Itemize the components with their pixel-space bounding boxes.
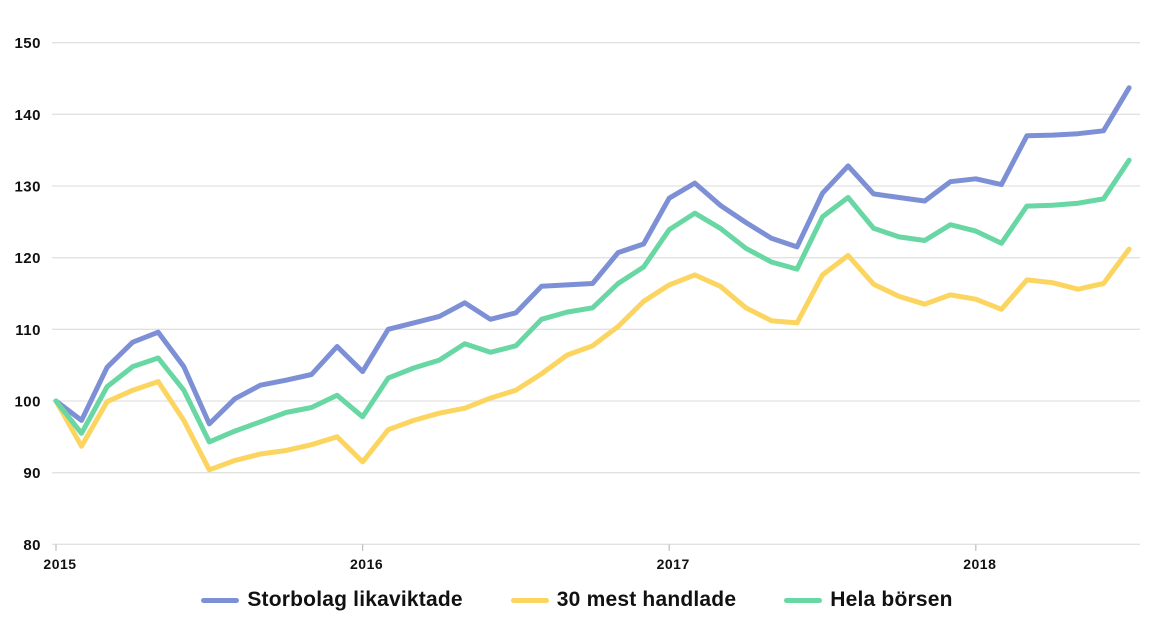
x-axis-label-2017: 2017: [657, 556, 690, 572]
y-axis-label-110: 110: [15, 322, 41, 339]
x-axis-label-2015: 2015: [43, 556, 76, 572]
legend-swatch-icon: [201, 597, 240, 603]
y-axis-label-120: 120: [14, 250, 41, 267]
x-axis-ticks: [55, 544, 977, 551]
legend-swatch-icon: [784, 597, 823, 603]
x-axis-labels: 2015 2016 2017 2018: [43, 556, 996, 572]
legend-item-hela-b-rsen: Hela börsen: [784, 588, 952, 612]
y-axis-label-130: 130: [14, 179, 41, 196]
legend-label: Storbolag likaviktade: [247, 588, 463, 611]
y-axis-labels: 80 90 100 110 120 130 140 150: [14, 35, 41, 554]
series-line-hela-b-rsen: [53, 157, 1132, 445]
y-axis-label-90: 90: [23, 465, 41, 482]
x-axis-label-2016: 2016: [350, 556, 383, 572]
y-axis-label-140: 140: [14, 107, 41, 124]
legend-label: Hela börsen: [830, 588, 953, 611]
legend-item-30-mest-handlade: 30 mest handlade: [510, 588, 737, 612]
y-axis-label-80: 80: [23, 537, 41, 554]
series-line-storbolag-likaviktade: [53, 85, 1132, 427]
legend-label: 30 mest handlade: [556, 588, 737, 611]
x-axis-label-2018: 2018: [963, 556, 996, 572]
legend-item-storbolag-likaviktade: Storbolag likaviktade: [201, 588, 463, 612]
y-axis-label-150: 150: [14, 35, 41, 52]
series-line-30-mest-handlade: [53, 246, 1132, 473]
chart-legend: Storbolag likaviktade 30 mest handlade Hel…: [0, 588, 1154, 612]
legend-swatch-icon: [510, 597, 549, 603]
y-axis-label-100: 100: [14, 394, 41, 411]
